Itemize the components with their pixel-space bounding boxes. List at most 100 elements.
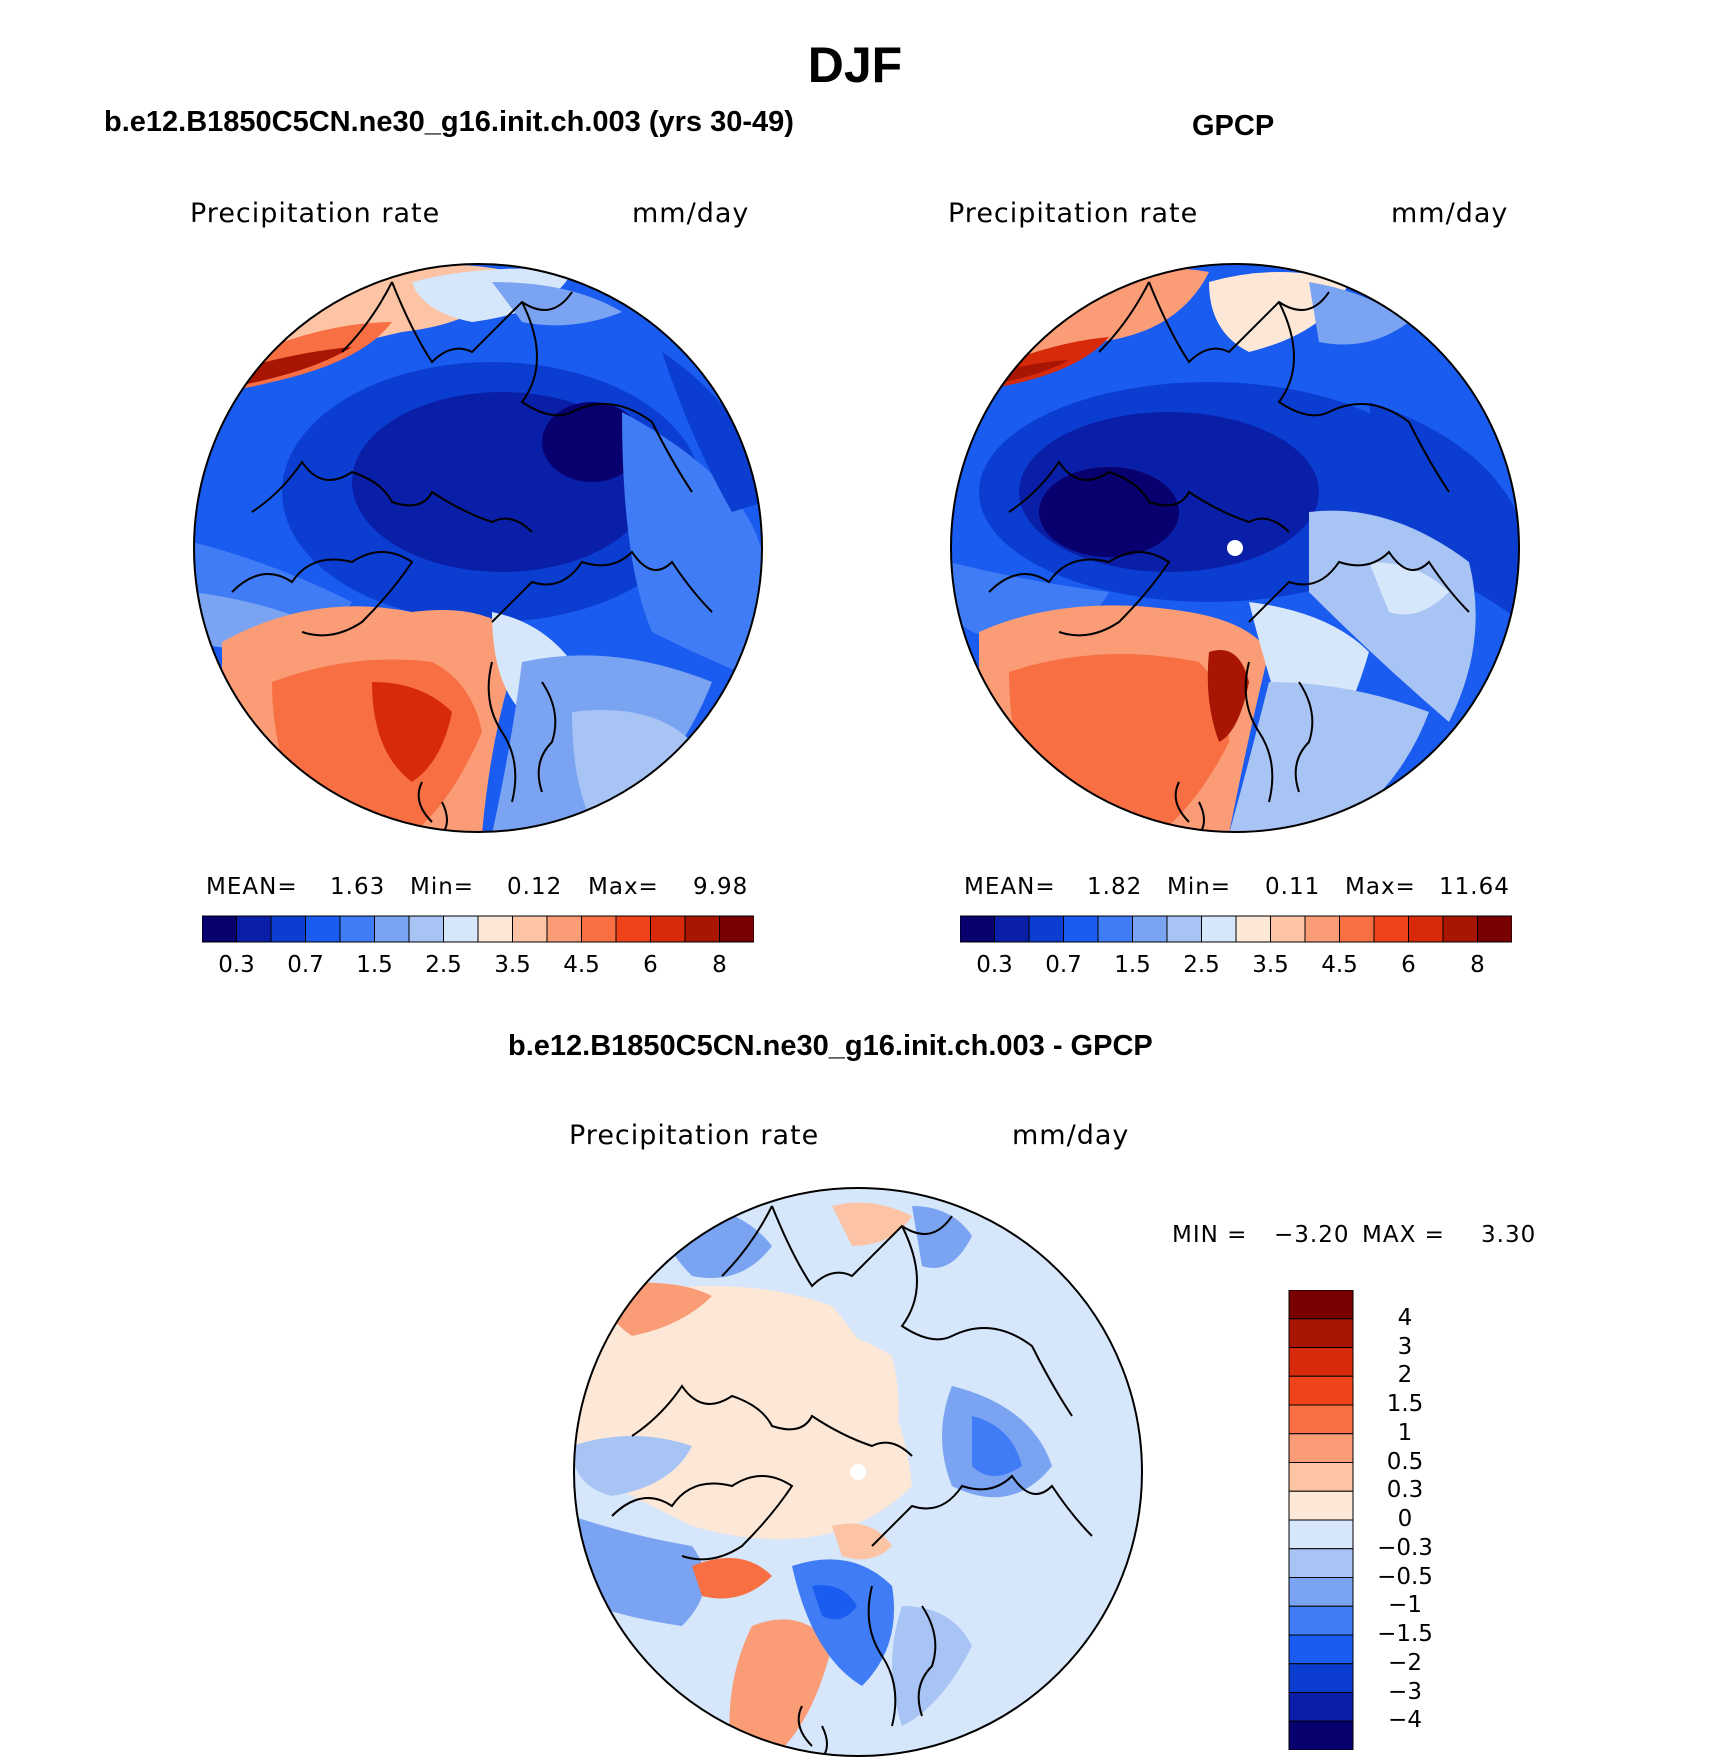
colorbar-swatch: [408, 915, 444, 943]
colorbar-swatch: [1288, 1490, 1354, 1521]
colorbar-tick-label: 0.7: [287, 952, 324, 978]
colorbar-tick-label: 1.5: [356, 952, 393, 978]
model-min-value: 0.12: [507, 874, 563, 900]
colorbar-tick-label: 0.3: [976, 952, 1013, 978]
diff-max-value: 3.30: [1481, 1222, 1537, 1248]
colorbar-tick-label: −3: [1388, 1678, 1422, 1705]
colorbar-swatch: [443, 915, 479, 943]
model-mean-label: MEAN=: [206, 874, 298, 900]
colorbar-swatch: [305, 915, 341, 943]
colorbar-swatch: [1063, 915, 1099, 943]
colorbar-swatch: [1288, 1548, 1354, 1578]
colorbar-swatch: [1288, 1347, 1354, 1377]
colorbar-swatch: [236, 915, 272, 943]
diff-min-value: −3.20: [1274, 1222, 1350, 1248]
obs-mean-value: 1.82: [1087, 874, 1143, 900]
colorbar-swatch: [1288, 1375, 1354, 1406]
colorbar-swatch: [1288, 1634, 1354, 1665]
obs-colorbar: [960, 915, 1512, 943]
colorbar-tick-label: 4.5: [563, 952, 600, 978]
colorbar-swatch: [1288, 1318, 1354, 1348]
colorbar-swatch: [1288, 1605, 1354, 1636]
model-min-label: Min=: [410, 874, 475, 900]
colorbar-swatch: [581, 915, 617, 943]
obs-max-value: 11.64: [1439, 874, 1510, 900]
colorbar-swatch: [1270, 915, 1306, 943]
model-max-value: 9.98: [693, 874, 749, 900]
obs-units-label: mm/day: [1391, 198, 1509, 229]
colorbar-swatch: [1288, 1433, 1354, 1463]
colorbar-swatch: [1339, 915, 1375, 943]
colorbar-swatch: [1288, 1404, 1354, 1435]
colorbar-swatch: [650, 915, 686, 943]
obs-precip-map: [950, 263, 1520, 833]
colorbar-tick-label: 4.5: [1321, 952, 1358, 978]
diff-variable-label: Precipitation rate: [569, 1120, 820, 1151]
colorbar-swatch: [1442, 915, 1478, 943]
colorbar-swatch: [1288, 1720, 1354, 1750]
colorbar-swatch: [1028, 915, 1064, 943]
colorbar-swatch: [1235, 915, 1271, 943]
colorbar-swatch: [1166, 915, 1202, 943]
colorbar-swatch: [546, 915, 582, 943]
colorbar-tick-label: 1: [1397, 1419, 1413, 1446]
colorbar-tick-label: −1.5: [1377, 1621, 1433, 1647]
colorbar-tick-label: 3.5: [494, 952, 531, 978]
colorbar-swatch: [1201, 915, 1237, 943]
model-panel-title: b.e12.B1850C5CN.ne30_g16.init.ch.003 (yr…: [104, 106, 794, 138]
colorbar-swatch: [512, 915, 548, 943]
colorbar-swatch: [339, 915, 375, 943]
colorbar-tick-label: 1.5: [1386, 1391, 1424, 1417]
obs-variable-label: Precipitation rate: [948, 198, 1199, 229]
obs-min-value: 0.11: [1265, 874, 1321, 900]
figure-title: DJF: [807, 37, 903, 93]
colorbar-tick-label: −1: [1388, 1592, 1422, 1619]
colorbar-swatch: [994, 915, 1030, 943]
colorbar-swatch: [615, 915, 651, 943]
colorbar-tick-label: 2.5: [425, 952, 462, 978]
colorbar-swatch: [1288, 1462, 1354, 1492]
colorbar-tick-label: −4: [1388, 1707, 1422, 1734]
model-mean-value: 1.63: [330, 874, 386, 900]
colorbar-swatch: [270, 915, 306, 943]
colorbar-swatch: [477, 915, 513, 943]
colorbar-tick-label: 0.7: [1045, 952, 1082, 978]
colorbar-tick-label: 8: [1470, 952, 1485, 978]
diff-colorbar: [1288, 1290, 1354, 1750]
colorbar-tick-label: 3: [1397, 1333, 1413, 1360]
obs-mean-label: MEAN=: [964, 874, 1056, 900]
model-max-label: Max=: [588, 874, 659, 900]
colorbar-tick-label: 6: [643, 952, 658, 978]
colorbar-swatch: [1288, 1290, 1354, 1320]
model-colorbar-ticks: 0.3 0.7 1.5 2.5 3.5 4.5 6 8: [202, 952, 754, 982]
diff-precip-map: [573, 1187, 1143, 1757]
colorbar-swatch: [1288, 1519, 1354, 1550]
colorbar-swatch: [1288, 1663, 1354, 1693]
diff-min-label: MIN =: [1172, 1222, 1248, 1248]
model-colorbar: [202, 915, 754, 943]
colorbar-tick-label: 6: [1401, 952, 1416, 978]
diff-panel-title: b.e12.B1850C5CN.ne30_g16.init.ch.003 - G…: [508, 1030, 1153, 1062]
diff-units-label: mm/day: [1012, 1120, 1130, 1151]
colorbar-tick-label: 1.5: [1114, 952, 1151, 978]
colorbar-tick-label: 0: [1397, 1506, 1413, 1532]
obs-panel-title: GPCP: [1192, 110, 1275, 142]
colorbar-swatch: [1288, 1692, 1354, 1722]
obs-max-label: Max=: [1345, 874, 1416, 900]
colorbar-tick-label: −2: [1388, 1649, 1422, 1676]
obs-colorbar-ticks: 0.3 0.7 1.5 2.5 3.5 4.5 6 8: [960, 952, 1512, 982]
colorbar-swatch: [1097, 915, 1133, 943]
diff-max-label: MAX =: [1362, 1222, 1445, 1248]
colorbar-tick-label: −0.3: [1377, 1534, 1433, 1561]
colorbar-tick-label: 2: [1397, 1362, 1413, 1389]
colorbar-swatch: [1132, 915, 1168, 943]
colorbar-tick-label: 0.5: [1386, 1448, 1424, 1475]
colorbar-swatch: [1288, 1577, 1354, 1607]
colorbar-swatch: [1373, 915, 1409, 943]
colorbar-tick-label: 2.5: [1183, 952, 1220, 978]
colorbar-swatch: [374, 915, 410, 943]
model-units-label: mm/day: [632, 198, 750, 229]
colorbar-tick-label: 0.3: [218, 952, 255, 978]
colorbar-tick-label: 0.3: [1386, 1477, 1424, 1504]
colorbar-swatch: [1304, 915, 1340, 943]
